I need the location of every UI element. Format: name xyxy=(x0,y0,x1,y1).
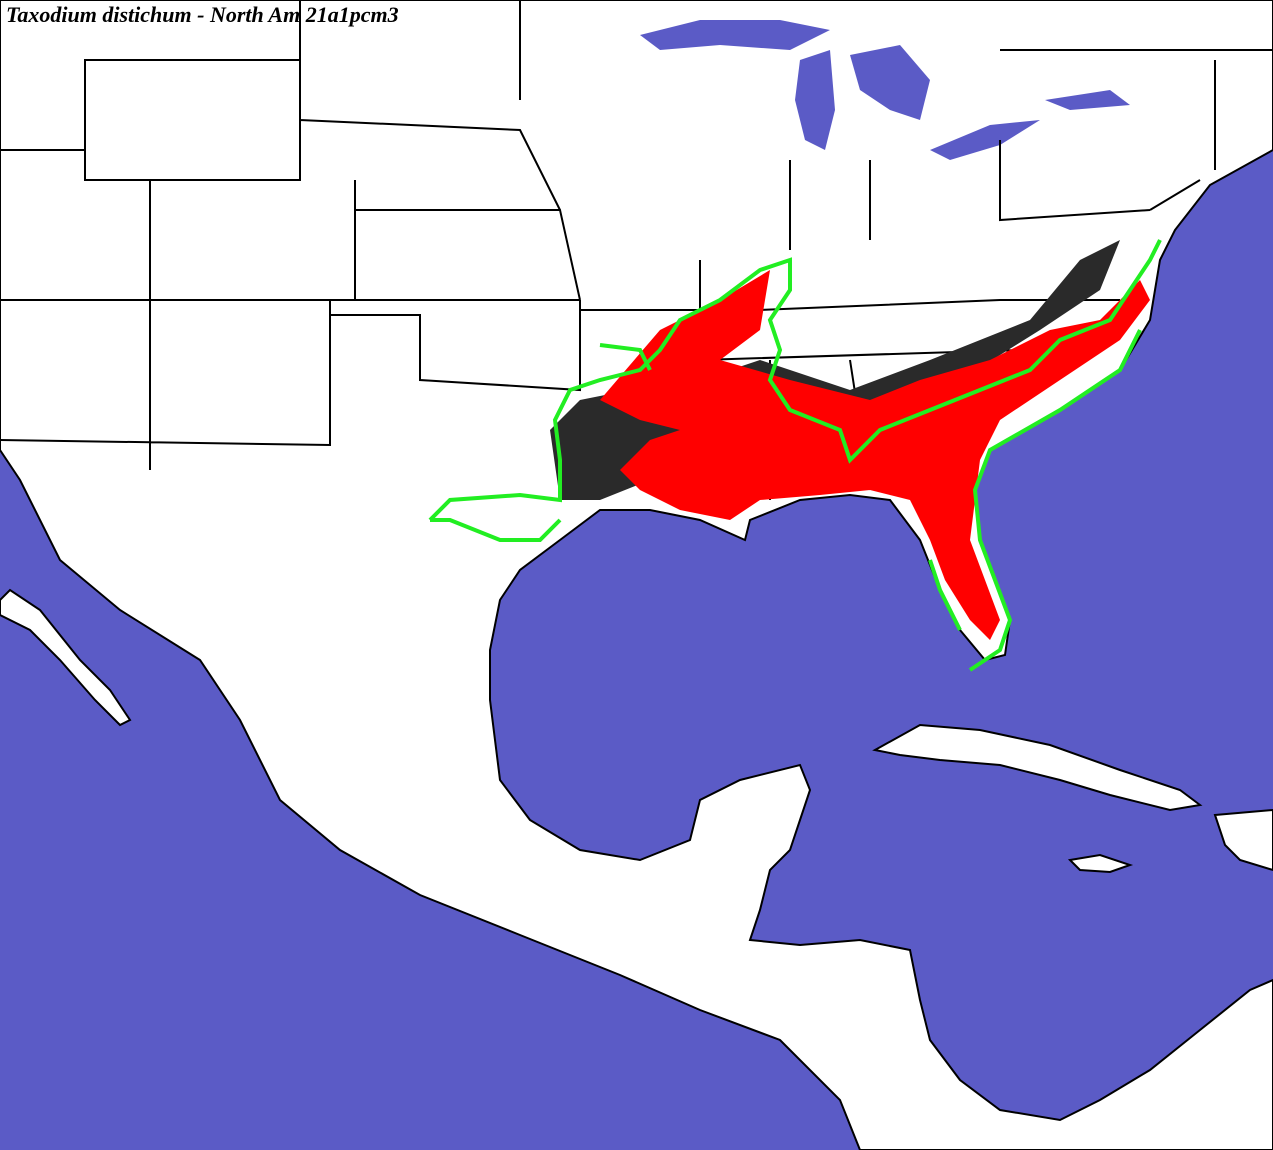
lake-michigan xyxy=(795,50,835,150)
jamaica xyxy=(1067,853,1134,874)
cuba xyxy=(872,723,1203,812)
lake-erie xyxy=(930,120,1040,160)
distribution-outline xyxy=(428,239,1162,672)
lake-huron xyxy=(850,45,930,120)
hispaniola xyxy=(1213,808,1273,872)
map-title: Taxodium distichum - North Am 21a1pcm3 xyxy=(6,2,399,27)
lake-ontario xyxy=(1045,90,1130,110)
lake-superior xyxy=(640,20,830,50)
baja xyxy=(0,588,132,727)
distribution-red xyxy=(600,270,1150,640)
